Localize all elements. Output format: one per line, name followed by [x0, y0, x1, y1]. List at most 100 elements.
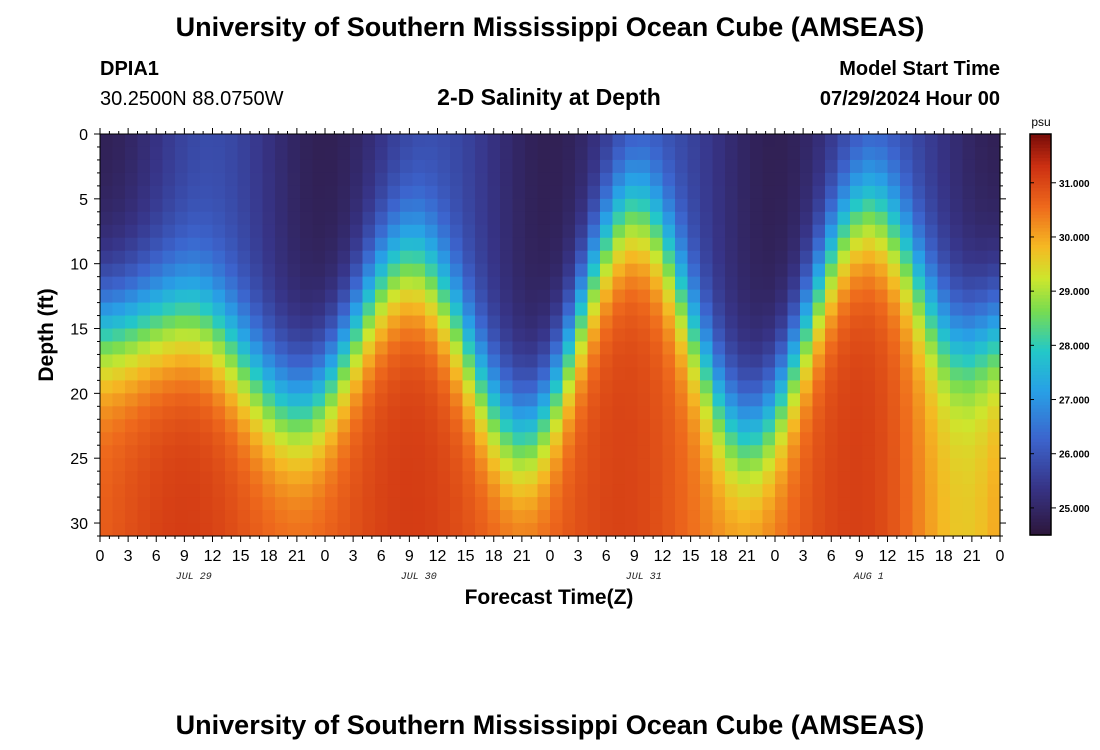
heatmap-cell: [512, 134, 526, 148]
heatmap-cell: [312, 134, 326, 148]
heatmap-cell: [437, 134, 451, 148]
heatmap-cell: [462, 159, 476, 174]
heatmap-cell: [787, 484, 801, 498]
colorbar-segment: [1030, 250, 1051, 255]
heatmap-cell: [875, 419, 889, 433]
heatmap-cell: [312, 393, 326, 407]
heatmap-cell: [475, 237, 489, 252]
heatmap-cell: [587, 211, 601, 226]
heatmap-cell: [937, 458, 951, 472]
x-tick-label: 15: [457, 548, 475, 565]
heatmap-cell: [125, 134, 139, 148]
heatmap-cell: [437, 211, 451, 226]
heatmap-cell: [287, 328, 301, 343]
heatmap-cell: [475, 510, 489, 524]
heatmap-cell: [387, 289, 401, 304]
heatmap-cell: [637, 445, 651, 459]
heatmap-cell: [587, 445, 601, 459]
heatmap-cell: [775, 250, 789, 265]
colorbar-segment: [1030, 170, 1051, 175]
heatmap-cell: [287, 341, 301, 356]
heatmap-cell: [775, 276, 789, 291]
heatmap-cell: [987, 211, 1001, 226]
heatmap-cell: [837, 406, 851, 420]
heatmap-cell: [250, 354, 264, 369]
heatmap-cell: [437, 510, 451, 524]
heatmap-cell: [287, 458, 301, 472]
heatmap-cell: [450, 471, 464, 485]
heatmap-cell: [737, 302, 751, 317]
heatmap-cell: [125, 276, 139, 291]
heatmap-cell: [225, 159, 239, 174]
heatmap-cell: [237, 134, 251, 148]
heatmap-cell: [200, 211, 214, 226]
colorbar-tick-label: 29.000: [1059, 287, 1090, 298]
heatmap-cell: [450, 328, 464, 343]
heatmap-cell: [787, 263, 801, 278]
heatmap-cell: [112, 211, 126, 226]
heatmap-cell: [762, 523, 776, 537]
heatmap-cell: [737, 328, 751, 343]
heatmap-cell: [512, 354, 526, 369]
heatmap-cell: [612, 471, 626, 485]
colorbar-segment: [1030, 411, 1051, 416]
heatmap-cell: [375, 185, 389, 200]
heatmap-cell: [300, 159, 314, 174]
heatmap-cell: [500, 250, 514, 265]
heatmap-cell: [950, 237, 964, 252]
heatmap-cell: [150, 406, 164, 420]
heatmap-cell: [625, 419, 639, 433]
heatmap-cell: [975, 354, 989, 369]
heatmap-cell: [775, 471, 789, 485]
heatmap-cell: [312, 458, 326, 472]
heatmap-cell: [212, 432, 226, 446]
heatmap-cell: [550, 380, 564, 394]
heatmap-cell: [425, 497, 439, 511]
heatmap-cell: [825, 380, 839, 394]
heatmap-cell: [612, 146, 626, 161]
heatmap-cell: [212, 276, 226, 291]
heatmap-cell: [450, 224, 464, 239]
heatmap-cell: [300, 510, 314, 524]
heatmap-cell: [325, 432, 339, 446]
heatmap-cell: [912, 172, 926, 187]
heatmap-cell: [550, 289, 564, 304]
heatmap-cell: [400, 263, 414, 278]
heatmap-cell: [237, 302, 251, 317]
colorbar-segment: [1030, 518, 1051, 523]
heatmap-cell: [375, 510, 389, 524]
heatmap-cell: [937, 419, 951, 433]
heatmap-cell: [325, 497, 339, 511]
heatmap-cell: [612, 159, 626, 174]
heatmap-cell: [550, 419, 564, 433]
heatmap-cell: [312, 367, 326, 381]
heatmap-cell: [400, 380, 414, 394]
heatmap-cell: [600, 146, 614, 161]
heatmap-cell: [650, 224, 664, 239]
heatmap-cell: [462, 393, 476, 407]
heatmap-cell: [537, 354, 551, 369]
colorbar-segment: [1030, 294, 1051, 299]
heatmap-cell: [525, 211, 539, 226]
heatmap-cell: [412, 484, 426, 498]
heatmap-cell: [887, 302, 901, 317]
heatmap-cell: [800, 432, 814, 446]
heatmap-cell: [200, 471, 214, 485]
heatmap-cell: [937, 263, 951, 278]
heatmap-cell: [162, 510, 176, 524]
colorbar-segment: [1030, 174, 1051, 179]
heatmap-cell: [887, 250, 901, 265]
heatmap-cell: [325, 250, 339, 265]
colorbar: 25.00026.00027.00028.00029.00030.00031.0…: [1029, 133, 1090, 536]
heatmap-cell: [775, 432, 789, 446]
heatmap-cell: [400, 432, 414, 446]
heatmap-cell: [350, 224, 364, 239]
colorbar-segment: [1030, 397, 1051, 402]
heatmap-cell: [987, 315, 1001, 330]
heatmap-cell: [962, 146, 976, 161]
heatmap-cell: [250, 341, 264, 356]
heatmap-cell: [950, 328, 964, 343]
heatmap-cell: [987, 341, 1001, 356]
heatmap-cell: [650, 159, 664, 174]
x-tick-label: 6: [827, 548, 836, 565]
